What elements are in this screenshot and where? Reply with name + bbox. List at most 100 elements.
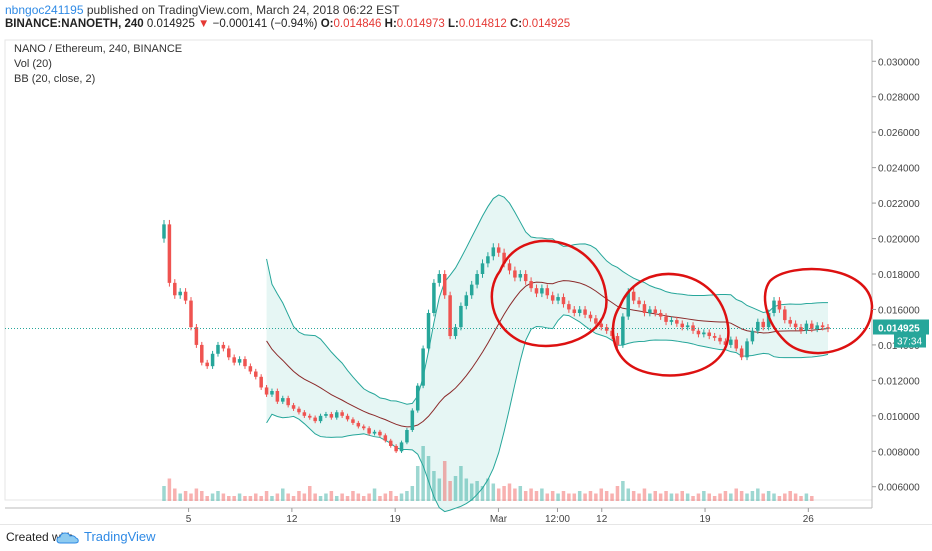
volume-bar [189,493,193,501]
candle-body [281,398,285,402]
volume-bar [356,493,361,501]
candle-body [173,282,177,296]
volume-bar [254,493,258,501]
current-price-label: 0.014925 [878,324,920,335]
candle-body [361,426,366,429]
volume-bar [599,488,604,501]
volume-bar [621,481,625,501]
candle-body [286,398,290,406]
volume-bar [351,491,355,501]
candle-body [167,224,172,283]
candle-body [734,339,738,349]
last-price: 0.014925 [146,18,195,30]
volume-bar [291,496,296,501]
candle-body [777,300,782,310]
price-change: −0.000141 (−0.94%) [212,18,318,30]
volume-bar [734,488,738,501]
volume-bar [545,493,550,501]
candle-body [518,274,523,278]
volume-bar [361,496,366,501]
volume-bar [534,491,539,501]
volume-bar [540,488,544,501]
candle-body [761,321,765,328]
candle-body [712,336,717,338]
candle-body [572,309,577,313]
volume-bar [324,493,328,501]
volume-bar [642,488,647,501]
volume-bar [480,486,485,501]
volume-bar [631,491,636,501]
volume-bar [383,493,388,501]
volume-bar [561,491,566,501]
candle-body [464,295,469,306]
volume-bar [178,493,182,501]
volume-bar [216,491,220,501]
candle-body [729,339,733,345]
volume-bar [205,496,209,501]
volume-bar [723,491,728,501]
price-tick-label: 0.018000 [878,270,920,281]
volume-bar [507,483,512,501]
volume-bar [783,493,787,501]
volume-bar [264,491,269,501]
volume-bar [313,493,317,501]
volume-bar [685,493,690,501]
volume-bar [761,493,765,501]
candle-body [264,387,269,395]
legend-volume: Vol (20) [14,58,52,70]
candle-body [475,274,479,285]
volume-bar [183,491,188,501]
volume-bar [334,496,339,501]
volume-bar [275,493,280,501]
volume-bar [367,493,371,501]
author-link[interactable]: nbngoc241195 [5,3,84,17]
volume-bar [410,486,415,501]
candle-body [351,419,355,423]
price-chart[interactable]: 0.0060000.0080000.0100000.0120000.014000… [0,36,932,525]
candle-body [594,318,598,324]
volume-bar [550,491,555,501]
down-arrow-icon: ▼ [198,18,210,30]
candle-body [750,330,755,342]
volume-bar [712,496,717,501]
candle-body [399,442,404,452]
volume-bar [577,491,582,501]
volume-bar [469,483,474,501]
candle-body [394,445,398,452]
volume-bar [308,486,312,501]
candle-body [442,274,447,296]
volume-bar [766,491,771,501]
volume-bar [804,493,809,501]
bollinger-upper-line [266,194,829,405]
volume-bar [604,491,609,501]
chart-area[interactable]: 0.0060000.0080000.0100000.0120000.014000… [0,36,932,525]
candle-body [507,263,512,271]
candle-body [664,316,668,322]
annotation-circle-2 [611,272,730,377]
volume-bar [756,488,760,501]
candle-body [308,415,312,418]
legend-title: NANO / Ethereum, 240, BINANCE [14,43,183,55]
open-label: O: [320,18,334,30]
volume-bar [788,491,792,501]
candle-body [367,428,371,434]
tradingview-logo-link[interactable]: TradingView [84,529,156,544]
candle-body [345,415,350,420]
candle-body [820,325,825,328]
candle-body [248,366,253,372]
volume-bar [167,478,172,501]
time-tick-label: 12 [286,514,298,524]
candle-body [405,430,409,443]
volume-bar [799,496,803,501]
volume-bar [286,493,290,501]
candle-body [421,348,425,386]
volume-bar [496,488,501,501]
countdown-label: 37:34 [897,337,922,348]
candle-body [410,410,415,430]
volume-bar [270,496,274,501]
bollinger-lower-line [266,314,829,513]
candle-body [232,357,236,363]
candle-body [329,414,334,418]
candle-body [378,431,382,436]
candle-body [615,336,620,345]
